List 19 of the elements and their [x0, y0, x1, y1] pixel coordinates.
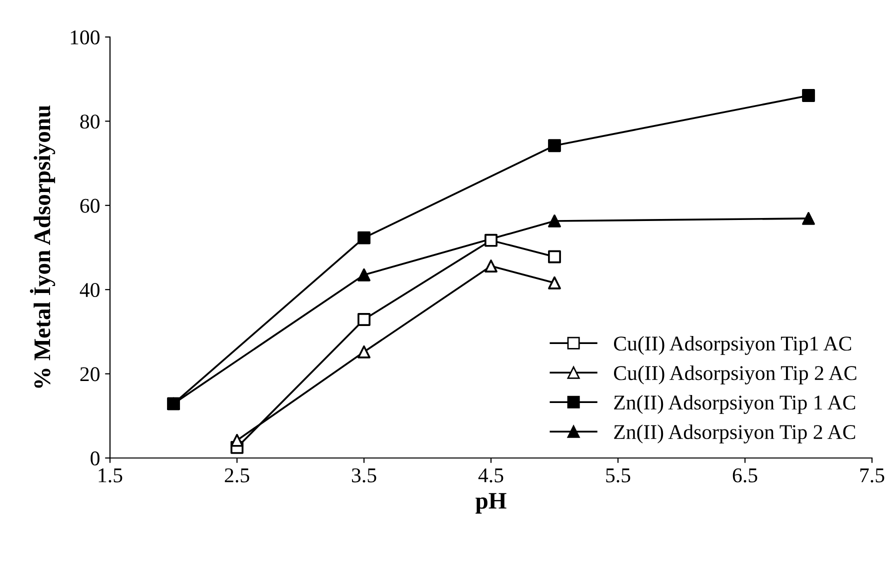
x-tick-label: 5.5 — [606, 468, 630, 482]
y-tick-label: 60 — [80, 198, 100, 213]
y-tick-label: 80 — [80, 114, 100, 129]
x-tick-label: 6.5 — [732, 468, 758, 482]
legend-label: Zn(II) Adsorpsiyon Tip 2 AC — [614, 424, 856, 444]
x-tick-label: 3.5 — [352, 468, 376, 482]
y-axis-title: % Metal İyon Adsorpsiyonu — [30, 105, 56, 388]
legend-label: Cu(II) Adsorpsiyon Tip1 AC — [614, 336, 852, 355]
x-tick-label: 7.5 — [860, 468, 884, 482]
x-tick-label: 2.5 — [224, 468, 250, 482]
legend-label: Cu(II) Adsorpsiyon Tip 2 AC — [614, 365, 856, 384]
legend-label: Zn(II) Adsorpsiyon Tip 1 AC — [614, 394, 856, 414]
y-tick-label: 0 — [90, 451, 100, 466]
x-axis-title: pH — [476, 493, 506, 514]
x-tick-label: 4.5 — [478, 468, 504, 482]
x-tick-label: 1.5 — [98, 468, 122, 482]
y-tick-label: 40 — [80, 282, 100, 298]
y-tick-label: 100 — [70, 30, 100, 44]
y-tick-label: 20 — [80, 367, 100, 382]
